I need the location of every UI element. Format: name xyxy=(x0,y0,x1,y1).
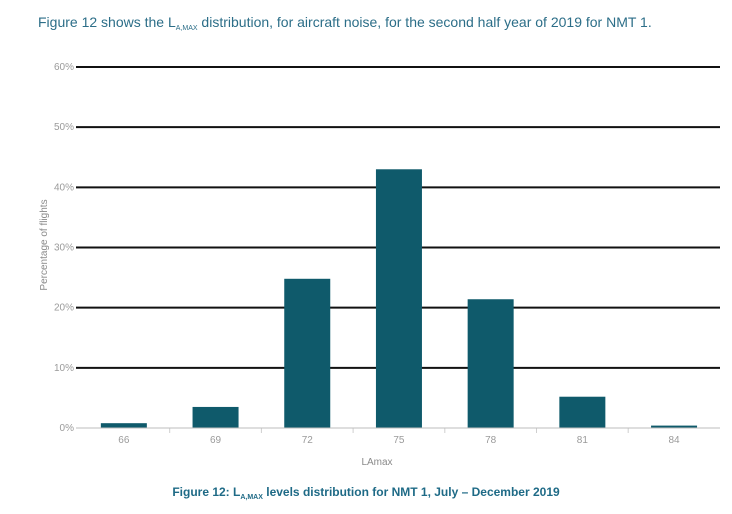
y-tick-label: 40% xyxy=(54,182,74,193)
figure-caption-after: levels distribution for NMT 1, July – De… xyxy=(262,485,560,499)
x-axis-label: LAmax xyxy=(361,457,392,468)
x-tick-label: 75 xyxy=(393,435,405,446)
x-tick-labels: 66 69 72 75 78 81 84 xyxy=(118,428,680,446)
bar-81 xyxy=(559,396,606,428)
y-tick-label: 10% xyxy=(54,363,74,374)
x-tick-label: 69 xyxy=(210,435,222,446)
figure-caption: Figure 12: LA,MAX levels distribution fo… xyxy=(0,485,732,501)
y-axis-label: Percentage of flights xyxy=(39,199,50,290)
x-tick-label: 72 xyxy=(302,435,314,446)
bar-75 xyxy=(375,169,422,429)
bar-66 xyxy=(100,423,147,428)
bar-78 xyxy=(467,299,514,428)
intro-text: Figure 12 shows the LA,MAX distribution,… xyxy=(38,14,652,32)
intro-text-subscript: A,MAX xyxy=(175,25,198,32)
x-tick-label: 81 xyxy=(577,435,589,446)
figure-caption-before: Figure 12: L xyxy=(172,485,241,499)
bar-69 xyxy=(192,406,239,428)
y-tick-label: 50% xyxy=(54,122,74,133)
x-tick-label: 84 xyxy=(668,435,680,446)
intro-text-after: distribution, for aircraft noise, for th… xyxy=(197,14,652,30)
y-tick-label: 20% xyxy=(54,303,74,314)
y-tick-label: 60% xyxy=(54,62,74,73)
y-tick-labels: 0% 10% 20% 30% 40% 50% 60% xyxy=(54,62,74,434)
y-tick-label: 30% xyxy=(54,243,74,254)
y-tick-label: 0% xyxy=(60,423,75,434)
bars xyxy=(100,169,698,429)
x-tick-label: 78 xyxy=(485,435,497,446)
bar-84 xyxy=(651,425,698,428)
figure-caption-subscript: A,MAX xyxy=(240,494,263,501)
intro-text-before: Figure 12 shows the L xyxy=(38,14,176,30)
x-tick-label: 66 xyxy=(118,435,130,446)
bar-72 xyxy=(284,278,331,428)
